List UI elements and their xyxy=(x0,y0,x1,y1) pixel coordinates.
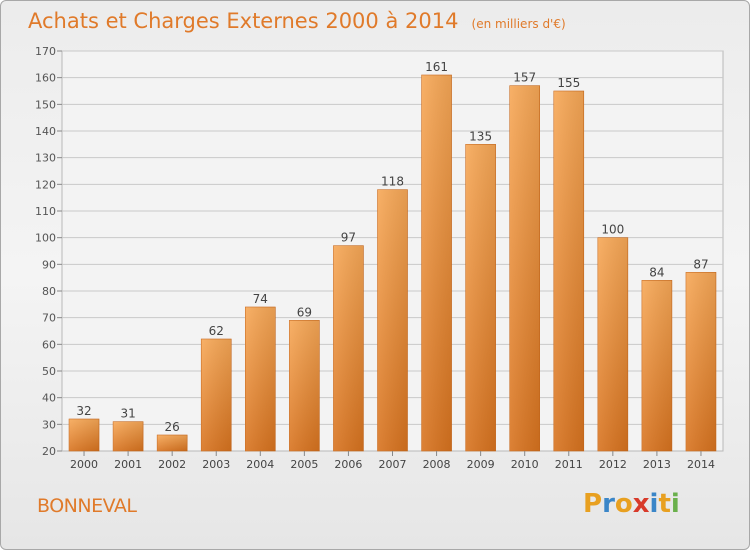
y-tick-label: 150 xyxy=(35,98,56,111)
bar-value-label: 87 xyxy=(693,257,708,271)
bar-value-label: 32 xyxy=(76,404,91,418)
x-tick-label: 2007 xyxy=(379,458,407,471)
bar-value-label: 69 xyxy=(297,305,312,319)
bar-shade xyxy=(685,272,716,451)
logo-letter: i xyxy=(649,489,659,519)
x-tick-label: 2014 xyxy=(687,458,715,471)
x-tick-label: 2005 xyxy=(290,458,318,471)
x-axis: 2000 2001 2002 2003 2004 2005 2006 2007 2008 2009… xyxy=(70,451,715,471)
proxiti-logo[interactable]: Proxiti xyxy=(583,489,680,519)
x-tick-label: 2008 xyxy=(423,458,451,471)
bar-shade xyxy=(377,189,408,451)
logo-letter: P xyxy=(583,489,603,519)
y-tick-label: 50 xyxy=(42,365,56,378)
logo-letter: o xyxy=(614,489,633,519)
y-tick-label: 100 xyxy=(35,232,56,245)
y-tick-label: 20 xyxy=(42,445,56,458)
y-tick-label: 120 xyxy=(35,178,56,191)
commune-name: BONNEVAL xyxy=(37,495,137,517)
bar-shade xyxy=(421,75,452,451)
y-axis: 20 30 40 50 60 70 80 90 100 110 120 130 140 150 160 170 xyxy=(35,45,62,458)
y-tick-label: 70 xyxy=(42,312,56,325)
x-tick-label: 2003 xyxy=(202,458,230,471)
bar-value-label: 62 xyxy=(209,324,224,338)
bar-value-label: 118 xyxy=(381,175,404,189)
x-tick-label: 2006 xyxy=(334,458,362,471)
bar-value-label: 100 xyxy=(601,223,624,237)
bar-shade xyxy=(333,245,364,451)
y-tick-label: 110 xyxy=(35,205,56,218)
x-tick-label: 2009 xyxy=(467,458,495,471)
bar-shade xyxy=(157,435,188,451)
bar-shade xyxy=(509,85,540,452)
bars: 32 31 26 62 74 69 97 118 161 135 157 155 100 84 87 xyxy=(68,60,717,452)
bar-shade xyxy=(201,339,232,451)
y-tick-label: 90 xyxy=(42,258,56,271)
bar-value-label: 31 xyxy=(120,407,135,421)
y-tick-label: 40 xyxy=(42,392,56,405)
bar-value-label: 157 xyxy=(513,71,536,85)
y-tick-label: 80 xyxy=(42,285,56,298)
chart-title: Achats et Charges Externes 2000 à 2014 xyxy=(28,9,459,33)
y-tick-label: 160 xyxy=(35,72,56,85)
logo-letter: r xyxy=(602,489,615,519)
x-tick-label: 2010 xyxy=(511,458,539,471)
bar-value-label: 84 xyxy=(649,265,664,279)
x-tick-label: 2000 xyxy=(70,458,98,471)
y-tick-label: 30 xyxy=(42,418,56,431)
bar-value-label: 135 xyxy=(469,129,492,143)
bar-shade xyxy=(597,237,628,451)
logo-letter: t xyxy=(658,489,671,519)
y-tick-label: 140 xyxy=(35,125,56,138)
bar-shade xyxy=(69,419,100,451)
bar-shade xyxy=(245,307,276,451)
x-tick-label: 2001 xyxy=(114,458,142,471)
chart-subtitle: (en milliers d'€) xyxy=(471,17,566,31)
bar-shade xyxy=(553,91,584,451)
bar-value-label: 155 xyxy=(557,76,580,90)
y-tick-label: 130 xyxy=(35,152,56,165)
y-tick-label: 60 xyxy=(42,338,56,351)
bar-value-label: 161 xyxy=(425,60,448,74)
bar-value-label: 74 xyxy=(253,292,268,306)
bar-shade xyxy=(113,421,144,451)
logo-letter: i xyxy=(670,489,680,519)
x-tick-label: 2002 xyxy=(158,458,186,471)
bar-shade xyxy=(289,320,320,451)
x-tick-label: 2011 xyxy=(555,458,583,471)
bar-shade xyxy=(641,280,672,451)
x-tick-label: 2013 xyxy=(643,458,671,471)
bar-value-label: 26 xyxy=(165,420,180,434)
logo-letter: x xyxy=(632,489,650,519)
x-tick-label: 2004 xyxy=(246,458,274,471)
x-tick-label: 2012 xyxy=(599,458,627,471)
y-tick-label: 170 xyxy=(35,45,56,58)
bar-value-label: 97 xyxy=(341,231,356,245)
chart-title-block: Achats et Charges Externes 2000 à 2014 (… xyxy=(28,9,566,33)
bar-shade xyxy=(465,144,496,452)
